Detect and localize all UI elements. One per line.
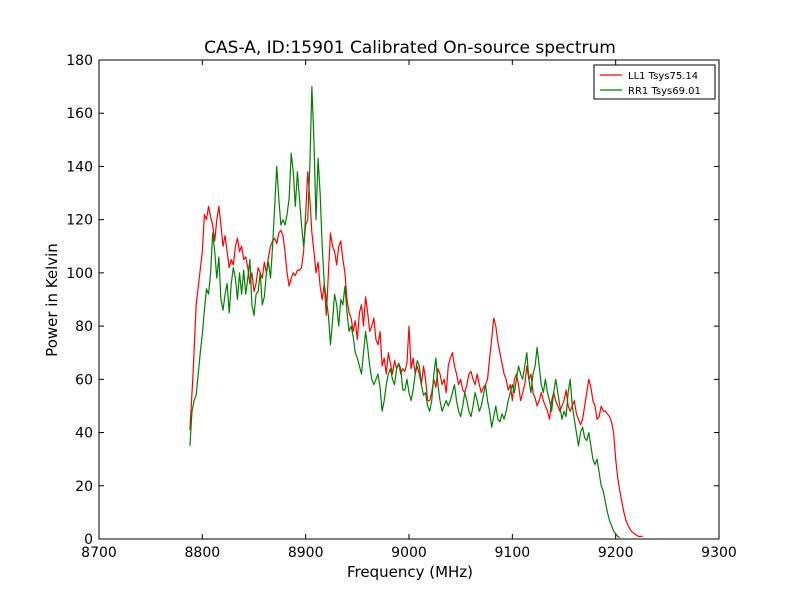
legend-label-2: RR1 Tsys69.01 [628, 86, 701, 97]
y-tick-label: 40 [75, 426, 93, 442]
x-tick-label: 9000 [391, 545, 427, 561]
legend-box [593, 64, 716, 100]
y-tick-label: 160 [66, 106, 93, 122]
plot-area [99, 60, 719, 539]
x-tick-label: 9200 [598, 545, 634, 561]
axes-border [98, 59, 720, 540]
series-line-2 [189, 86, 621, 539]
x-tick-label: 9100 [495, 545, 531, 561]
axes-frame [98, 59, 720, 540]
x-tick-label: 8800 [185, 545, 221, 561]
y-axis-label: Power in Kelvin [43, 243, 61, 357]
y-tick-label: 20 [75, 479, 93, 495]
x-tick-label: 8700 [81, 545, 117, 561]
y-tick-label: 80 [75, 319, 93, 335]
plot-background [99, 60, 719, 539]
y-tick-label: 140 [66, 159, 93, 175]
y-tick-label: 180 [66, 53, 93, 69]
series-layer [189, 86, 643, 539]
legend-label-1: LL1 Tsys75.14 [628, 71, 698, 82]
y-tick-label: 120 [66, 213, 93, 229]
x-axis-label: Frequency (MHz) [347, 563, 473, 581]
y-tick-label: 60 [75, 372, 93, 388]
x-tick-label: 9300 [701, 545, 737, 561]
y-tick-label: 0 [84, 532, 93, 548]
axis-ticks: 8700 8800 8900 9000 9100 9200 9300 0 20 40 60 80 100… [66, 53, 737, 561]
chart-title: CAS-A, ID:15901 Calibrated On-source spe… [204, 38, 616, 58]
y-tick-label: 100 [66, 266, 93, 282]
legend: LL1 Tsys75.14 RR1 Tsys69.01 [593, 64, 716, 100]
x-tick-label: 8900 [288, 545, 324, 561]
